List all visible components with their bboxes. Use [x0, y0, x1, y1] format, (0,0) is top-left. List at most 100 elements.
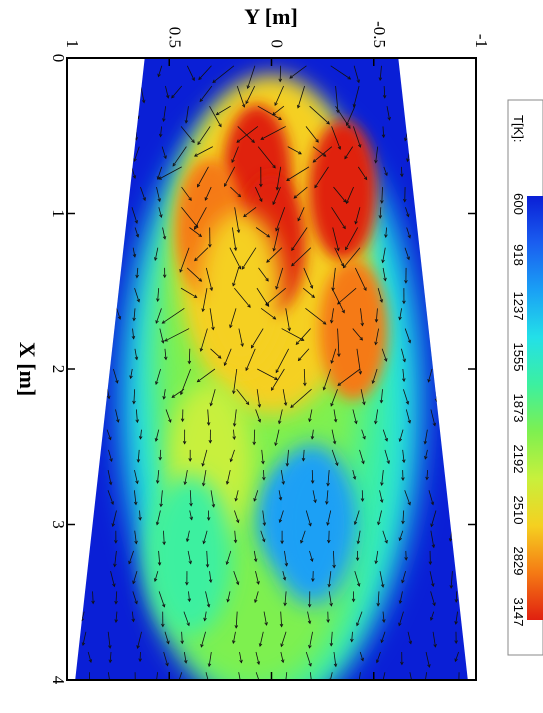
velocity-vector-head: [232, 282, 236, 287]
velocity-vector: [360, 389, 365, 405]
velocity-vector-head: [236, 229, 241, 234]
velocity-vector-head: [161, 623, 165, 628]
velocity-vector: [381, 631, 386, 643]
velocity-vector: [257, 105, 282, 120]
velocity-vector-head: [81, 642, 86, 647]
velocity-vector-head: [164, 338, 169, 342]
velocity-vector-head: [208, 579, 213, 584]
velocity-vector-head: [162, 541, 166, 546]
velocity-vector: [207, 409, 210, 426]
velocity-vector: [165, 409, 172, 423]
velocity-vector: [376, 651, 381, 663]
velocity-vector-head: [407, 234, 411, 239]
velocity-vector: [337, 287, 357, 305]
velocity-vector-head: [246, 85, 251, 90]
velocity-vector: [154, 247, 159, 261]
velocity-vector-head: [132, 580, 136, 585]
velocity-vector-head: [162, 236, 167, 240]
velocity-vector: [332, 227, 339, 251]
velocity-vector: [157, 288, 160, 302]
velocity-vector-head: [381, 259, 385, 264]
velocity-vector-head: [329, 319, 334, 324]
velocity-vector: [164, 631, 170, 644]
velocity-vector-head: [262, 476, 266, 481]
velocity-vector: [383, 166, 388, 176]
velocity-vector: [356, 611, 363, 626]
velocity-vector: [205, 267, 213, 291]
velocity-vector: [256, 287, 270, 307]
velocity-vector-head: [291, 262, 295, 267]
velocity-vector-head: [256, 581, 260, 585]
velocity-vector-head: [293, 195, 298, 199]
velocity-vector: [358, 672, 361, 680]
velocity-vector-head: [232, 423, 237, 427]
velocity-vector-head: [157, 198, 161, 203]
velocity-vector-head: [406, 213, 410, 218]
velocity-vector-head: [155, 521, 160, 526]
velocity-vector-head: [402, 198, 407, 203]
velocity-vector-head: [448, 538, 453, 542]
velocity-vector-head: [158, 176, 162, 180]
velocity-vector: [314, 166, 329, 188]
velocity-vector-head: [162, 274, 167, 279]
velocity-vector-head: [275, 369, 279, 374]
velocity-vector: [344, 146, 354, 159]
velocity-vector: [199, 85, 213, 102]
velocity-vector: [385, 227, 387, 238]
velocity-vector-head: [380, 200, 384, 204]
velocity-vector-head: [115, 379, 119, 384]
velocity-vector-head: [108, 481, 113, 486]
velocity-vector-head: [454, 658, 458, 663]
velocity-vector-head: [405, 400, 410, 405]
velocity-vector-head: [286, 177, 290, 181]
velocity-vector-head: [329, 642, 334, 647]
velocity-vector: [202, 449, 208, 467]
velocity-vector-head: [284, 562, 289, 567]
velocity-vector-head: [360, 498, 365, 502]
velocity-vector: [401, 571, 406, 583]
velocity-vector: [171, 85, 183, 99]
velocity-vector: [331, 348, 337, 364]
velocity-vector: [109, 651, 112, 663]
velocity-vector-head: [206, 422, 211, 426]
velocity-vector-head: [194, 224, 199, 229]
velocity-vector: [209, 106, 222, 127]
velocity-vector: [309, 631, 313, 648]
velocity-vector: [232, 631, 236, 644]
velocity-vector: [309, 105, 330, 125]
colorbar-tick-label: 600: [511, 193, 526, 215]
velocity-vector: [235, 611, 238, 628]
velocity-vector: [133, 146, 140, 162]
velocity-vector: [158, 207, 162, 218]
velocity-vector-head: [337, 146, 342, 150]
velocity-vector: [202, 470, 207, 486]
velocity-vector: [231, 146, 239, 163]
velocity-vector-head: [298, 151, 302, 155]
velocity-vector-head: [241, 103, 246, 108]
velocity-vector-head: [179, 268, 183, 273]
velocity-vector-head: [168, 419, 172, 423]
velocity-vector-head: [198, 76, 202, 81]
velocity-vector-head: [310, 480, 315, 484]
velocity-vector: [305, 126, 319, 143]
velocity-vector-head: [161, 339, 165, 344]
velocity-vector-head: [275, 186, 280, 191]
velocity-vector: [312, 146, 326, 157]
velocity-vector: [131, 611, 134, 622]
velocity-vector-head: [332, 564, 336, 569]
velocity-vector: [359, 651, 364, 661]
velocity-vector-head: [265, 303, 270, 308]
velocity-vector-head: [136, 298, 141, 303]
velocity-vector: [331, 207, 346, 229]
velocity-vector: [107, 490, 114, 505]
velocity-vector: [163, 106, 167, 122]
velocity-vector-head: [353, 521, 358, 526]
velocity-vector-head: [358, 371, 363, 375]
velocity-vector-head: [254, 599, 258, 604]
velocity-vector: [333, 186, 347, 203]
velocity-vector-head: [333, 418, 338, 423]
velocity-vector: [302, 449, 305, 461]
velocity-vector-head: [157, 73, 161, 78]
velocity-vector: [282, 389, 287, 406]
velocity-vector-head: [384, 437, 388, 442]
